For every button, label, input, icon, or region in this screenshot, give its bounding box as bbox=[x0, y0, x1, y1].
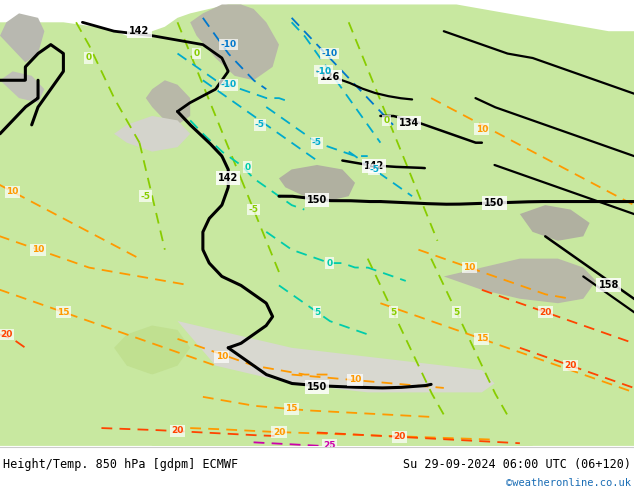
Text: 10: 10 bbox=[463, 263, 476, 272]
Text: 142: 142 bbox=[218, 173, 238, 183]
Polygon shape bbox=[114, 366, 533, 446]
Text: Su 29-09-2024 06:00 UTC (06+120): Su 29-09-2024 06:00 UTC (06+120) bbox=[403, 458, 631, 471]
Text: -10: -10 bbox=[220, 40, 236, 49]
Text: 10: 10 bbox=[6, 187, 19, 196]
Text: -5: -5 bbox=[141, 192, 151, 201]
Text: -5: -5 bbox=[249, 205, 259, 214]
Text: 15: 15 bbox=[285, 404, 298, 414]
Text: 5: 5 bbox=[390, 308, 396, 317]
Text: 25: 25 bbox=[323, 441, 336, 449]
Text: 15: 15 bbox=[476, 334, 488, 343]
Text: 0: 0 bbox=[384, 116, 390, 125]
Polygon shape bbox=[146, 80, 190, 125]
Text: 20: 20 bbox=[0, 330, 13, 339]
Polygon shape bbox=[0, 72, 44, 102]
Text: 142: 142 bbox=[129, 26, 150, 36]
Text: 0: 0 bbox=[86, 53, 92, 62]
Text: -10: -10 bbox=[321, 49, 338, 58]
Polygon shape bbox=[0, 13, 44, 62]
Text: 5: 5 bbox=[453, 308, 460, 317]
Text: Height/Temp. 850 hPa [gdpm] ECMWF: Height/Temp. 850 hPa [gdpm] ECMWF bbox=[3, 458, 238, 471]
Text: 150: 150 bbox=[307, 195, 327, 205]
Text: 142: 142 bbox=[364, 161, 384, 171]
Text: -5: -5 bbox=[369, 165, 379, 174]
Text: 20: 20 bbox=[539, 308, 552, 317]
Text: 20: 20 bbox=[273, 428, 285, 437]
Text: 15: 15 bbox=[57, 308, 70, 317]
Text: 0: 0 bbox=[193, 49, 200, 58]
Polygon shape bbox=[114, 325, 190, 374]
Text: -10: -10 bbox=[315, 67, 332, 76]
Text: 134: 134 bbox=[399, 118, 419, 127]
Polygon shape bbox=[520, 205, 590, 241]
Polygon shape bbox=[279, 165, 355, 201]
Text: 5: 5 bbox=[314, 308, 320, 317]
Text: -5: -5 bbox=[255, 121, 265, 129]
Text: 20: 20 bbox=[171, 426, 184, 435]
Text: 0: 0 bbox=[327, 259, 333, 268]
Text: ©weatheronline.co.uk: ©weatheronline.co.uk bbox=[506, 478, 631, 488]
Polygon shape bbox=[0, 4, 634, 446]
Text: 126: 126 bbox=[320, 72, 340, 82]
Text: 158: 158 bbox=[598, 280, 619, 291]
Text: 150: 150 bbox=[484, 198, 505, 208]
Text: 20: 20 bbox=[564, 361, 577, 370]
Text: 10: 10 bbox=[32, 245, 44, 254]
Polygon shape bbox=[190, 4, 279, 80]
Text: 150: 150 bbox=[307, 382, 327, 392]
Polygon shape bbox=[114, 116, 190, 151]
Text: 20: 20 bbox=[393, 433, 406, 441]
Polygon shape bbox=[178, 321, 495, 392]
Text: 0: 0 bbox=[244, 163, 250, 172]
Text: 10: 10 bbox=[476, 125, 488, 134]
Polygon shape bbox=[444, 259, 596, 303]
Text: 10: 10 bbox=[216, 352, 228, 361]
Text: -10: -10 bbox=[220, 80, 236, 89]
Text: -5: -5 bbox=[312, 138, 322, 147]
Text: 10: 10 bbox=[349, 375, 361, 385]
